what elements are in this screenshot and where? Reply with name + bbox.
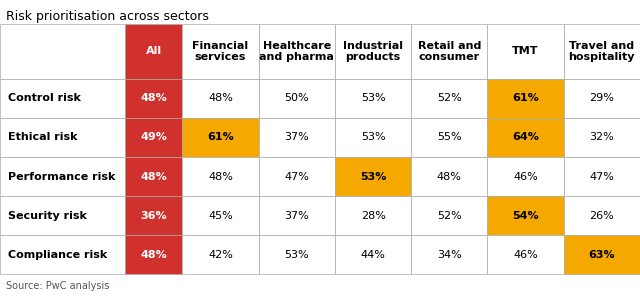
- Text: 37%: 37%: [284, 133, 309, 142]
- Text: 48%: 48%: [140, 250, 167, 260]
- Bar: [259, 118, 335, 157]
- Text: 47%: 47%: [589, 172, 614, 181]
- Bar: [125, 118, 182, 157]
- Bar: [125, 196, 182, 235]
- Text: Industrial
products: Industrial products: [343, 41, 403, 62]
- Bar: [412, 79, 488, 118]
- Bar: [488, 157, 564, 196]
- Bar: [564, 118, 640, 157]
- Text: 32%: 32%: [589, 133, 614, 142]
- Bar: [412, 118, 488, 157]
- Bar: [412, 196, 488, 235]
- Text: 36%: 36%: [140, 211, 167, 221]
- Text: 54%: 54%: [512, 211, 539, 221]
- Bar: [125, 24, 182, 79]
- Bar: [125, 157, 182, 196]
- Text: 48%: 48%: [208, 94, 233, 103]
- Bar: [564, 235, 640, 274]
- Text: Compliance risk: Compliance risk: [8, 250, 107, 260]
- Bar: [0, 235, 125, 274]
- Text: 37%: 37%: [284, 211, 309, 221]
- Text: 44%: 44%: [360, 250, 385, 260]
- Bar: [0, 79, 125, 118]
- Text: 28%: 28%: [360, 211, 385, 221]
- Text: Financial
services: Financial services: [193, 41, 248, 62]
- Text: Retail and
consumer: Retail and consumer: [418, 41, 481, 62]
- Bar: [182, 196, 259, 235]
- Text: 48%: 48%: [140, 94, 167, 103]
- Text: Ethical risk: Ethical risk: [8, 133, 77, 142]
- Bar: [335, 24, 412, 79]
- Bar: [259, 79, 335, 118]
- Text: 45%: 45%: [208, 211, 233, 221]
- Text: Risk prioritisation across sectors: Risk prioritisation across sectors: [6, 10, 209, 24]
- Text: 49%: 49%: [140, 133, 167, 142]
- Bar: [564, 24, 640, 79]
- Text: 53%: 53%: [285, 250, 309, 260]
- Text: 61%: 61%: [207, 133, 234, 142]
- Text: All: All: [145, 46, 162, 56]
- Bar: [182, 24, 259, 79]
- Bar: [0, 118, 125, 157]
- Bar: [259, 235, 335, 274]
- Text: 55%: 55%: [437, 133, 461, 142]
- Bar: [488, 196, 564, 235]
- Text: 47%: 47%: [284, 172, 309, 181]
- Text: 63%: 63%: [589, 250, 615, 260]
- Bar: [0, 24, 125, 79]
- Bar: [0, 157, 125, 196]
- Text: 53%: 53%: [361, 94, 385, 103]
- Bar: [182, 157, 259, 196]
- Bar: [488, 24, 564, 79]
- Text: Travel and
hospitality: Travel and hospitality: [568, 41, 635, 62]
- Text: 61%: 61%: [512, 94, 539, 103]
- Bar: [488, 79, 564, 118]
- Text: TMT: TMT: [513, 46, 539, 56]
- Bar: [259, 157, 335, 196]
- Text: 29%: 29%: [589, 94, 614, 103]
- Text: 46%: 46%: [513, 172, 538, 181]
- Text: 48%: 48%: [437, 172, 462, 181]
- Bar: [564, 157, 640, 196]
- Bar: [182, 118, 259, 157]
- Bar: [259, 196, 335, 235]
- Text: Performance risk: Performance risk: [8, 172, 115, 181]
- Bar: [335, 118, 412, 157]
- Text: 34%: 34%: [437, 250, 461, 260]
- Text: 52%: 52%: [437, 211, 461, 221]
- Bar: [412, 24, 488, 79]
- Text: 50%: 50%: [285, 94, 309, 103]
- Bar: [488, 235, 564, 274]
- Bar: [259, 24, 335, 79]
- Bar: [182, 79, 259, 118]
- Text: 48%: 48%: [208, 172, 233, 181]
- Bar: [564, 79, 640, 118]
- Bar: [335, 79, 412, 118]
- Bar: [412, 157, 488, 196]
- Text: 46%: 46%: [513, 250, 538, 260]
- Bar: [335, 235, 412, 274]
- Bar: [125, 235, 182, 274]
- Text: Control risk: Control risk: [8, 94, 81, 103]
- Text: 53%: 53%: [361, 133, 385, 142]
- Bar: [0, 196, 125, 235]
- Bar: [564, 196, 640, 235]
- Text: Healthcare
and pharma: Healthcare and pharma: [259, 41, 334, 62]
- Text: 53%: 53%: [360, 172, 387, 181]
- Bar: [335, 157, 412, 196]
- Text: 26%: 26%: [589, 211, 614, 221]
- Bar: [488, 118, 564, 157]
- Bar: [412, 235, 488, 274]
- Text: Source: PwC analysis: Source: PwC analysis: [6, 281, 110, 291]
- Text: 52%: 52%: [437, 94, 461, 103]
- Text: 42%: 42%: [208, 250, 233, 260]
- Text: 48%: 48%: [140, 172, 167, 181]
- Text: 64%: 64%: [512, 133, 539, 142]
- Bar: [182, 235, 259, 274]
- Text: Security risk: Security risk: [8, 211, 86, 221]
- Bar: [125, 79, 182, 118]
- Bar: [335, 196, 412, 235]
